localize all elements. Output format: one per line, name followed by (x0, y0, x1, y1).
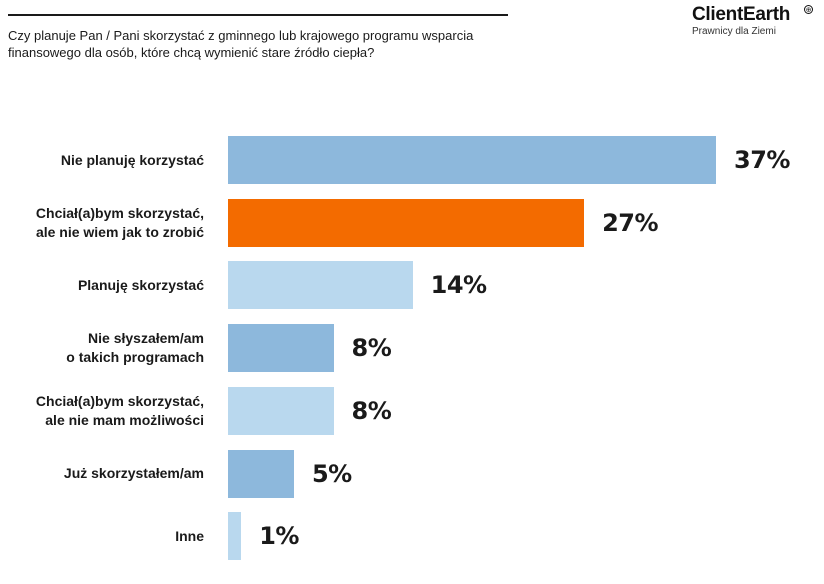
value-label: 14% (430, 271, 487, 300)
bar (228, 324, 334, 373)
category-label: Chciał(a)bym skorzystać, ale nie mam moż… (35, 392, 204, 428)
bar (228, 449, 294, 498)
bar (228, 198, 585, 247)
category-label: Inne (175, 527, 204, 544)
category-label: Planuję skorzystać (77, 276, 204, 293)
category-label: Chciał(a)bym skorzystać, ale nie wiem ja… (35, 204, 204, 240)
bar (228, 261, 413, 310)
clientearth-logo: ClientEarth ⊕ Prawnicy dla Ziemi (692, 4, 816, 38)
value-label: 8% (351, 334, 392, 363)
logo-tagline: Prawnicy dla Ziemi (692, 26, 776, 37)
category-label: Już skorzystałem/am (63, 465, 204, 481)
category-label: Nie słyszałem/am o takich programach (66, 330, 204, 366)
value-label: 1% (259, 522, 299, 551)
value-label: 27% (602, 208, 659, 237)
value-label: 8% (351, 396, 392, 425)
category-label: Nie planuję korzystać (60, 151, 204, 168)
top-rule (8, 14, 508, 16)
value-label: 5% (311, 459, 352, 488)
value-label: 37% (734, 146, 790, 174)
bar (228, 386, 334, 435)
logo-name: ClientEarth (692, 4, 791, 25)
globe-icon: ⊕ (804, 5, 813, 14)
bar (228, 512, 242, 561)
bar (228, 136, 716, 184)
chart-question: Czy planuje Pan / Pani skorzystać z gmin… (8, 28, 474, 60)
